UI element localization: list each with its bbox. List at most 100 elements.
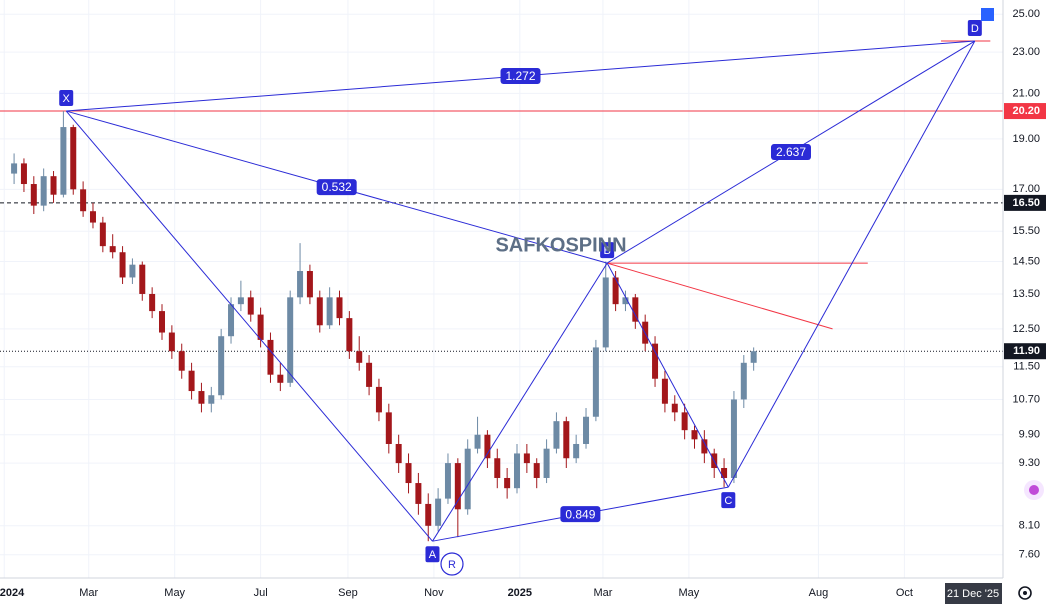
candle-body: [99, 222, 106, 247]
candle-body: [277, 374, 284, 383]
candle-body: [553, 421, 560, 449]
candle-body: [346, 318, 353, 352]
price-label: 16.50: [1012, 197, 1040, 209]
x-tick-label: May: [678, 587, 699, 599]
candle-body: [70, 127, 77, 190]
price-label-box: [1004, 103, 1046, 120]
plot: 1.272 0.532 2.637 0.849 X A B C D: [0, 20, 1003, 563]
candle-body: [218, 336, 225, 396]
candle-body: [119, 252, 126, 278]
candle-body: [30, 184, 37, 206]
candle-body: [513, 453, 520, 489]
candle-body: [504, 477, 511, 489]
candle-body: [533, 463, 540, 478]
point-label: A: [429, 549, 437, 561]
ratio-box: [560, 506, 601, 523]
ratio-box: [500, 68, 541, 85]
candle-body: [632, 297, 639, 322]
candle-body: [405, 463, 412, 484]
settings-icon[interactable]: [1018, 586, 1032, 600]
y-tick-label: 21.00: [1012, 87, 1040, 99]
x-tick-label: Mar: [79, 587, 98, 599]
candle-body: [563, 421, 570, 459]
candle-body: [622, 297, 629, 305]
point-label: X: [63, 93, 71, 105]
candle-body: [89, 211, 96, 223]
x-tick-label: May: [164, 587, 185, 599]
candle-body: [583, 416, 590, 444]
candle-body: [208, 395, 215, 404]
assistant-icon-core[interactable]: [1029, 485, 1039, 495]
point-box: [967, 20, 982, 37]
ratio-box: [316, 179, 357, 196]
candle-body: [484, 434, 491, 459]
candle-body: [523, 453, 530, 464]
price-label: 11.90: [1013, 345, 1040, 357]
candle-body: [425, 503, 432, 526]
point-label: C: [724, 495, 732, 507]
candle-body: [20, 163, 27, 185]
candle-body: [109, 246, 116, 253]
candle-body: [356, 351, 363, 363]
symbol-watermark: SAFKOSPINN: [495, 234, 626, 256]
candle-body: [435, 498, 442, 526]
x-tick-label: Nov: [424, 587, 444, 599]
y-tick-label: 17.00: [1012, 183, 1040, 195]
candle-body: [592, 347, 599, 417]
candle-body: [701, 439, 708, 454]
candle-body: [464, 448, 471, 510]
price-label-box: [1004, 194, 1046, 211]
candle-body: [573, 443, 580, 459]
candle-body: [316, 297, 323, 326]
x-tick-label: Mar: [593, 587, 612, 599]
pattern-leg: [606, 262, 729, 488]
axes: 25.00 23.00 21.00 19.00 17.00 15.50 14.50 13.50…: [0, 8, 1046, 599]
ratio-label: 0.532: [322, 180, 352, 194]
x-tick-label: Jul: [254, 587, 268, 599]
y-tick-label: 8.10: [1019, 520, 1040, 532]
y-tick-label: 19.00: [1012, 133, 1040, 145]
y-tick-label: 14.50: [1012, 255, 1040, 267]
point-label: B: [603, 245, 610, 257]
pattern-leg: [727, 40, 976, 488]
candle-body: [375, 386, 382, 413]
marker-circle[interactable]: [440, 552, 464, 576]
ratio-box: [770, 144, 811, 161]
marker-label[interactable]: R: [448, 559, 456, 571]
y-tick-label: 9.30: [1019, 457, 1040, 469]
candle-body: [494, 458, 501, 478]
candle-body: [444, 463, 451, 499]
candle-body: [336, 297, 343, 319]
candle-body: [730, 399, 737, 478]
candle-body: [237, 297, 244, 305]
settings-icon-center[interactable]: [1023, 591, 1027, 595]
x-tick-label: Aug: [809, 587, 829, 599]
alert-icon[interactable]: [981, 8, 994, 21]
candle-body: [188, 370, 195, 392]
candle-body: [415, 483, 422, 504]
candle-body: [326, 297, 333, 326]
x-tick-label: 2024: [0, 587, 25, 599]
candle-body: [671, 403, 678, 413]
candle-body: [40, 176, 47, 206]
candle-body: [750, 351, 757, 363]
candle-body: [297, 271, 304, 298]
candle-body: [247, 297, 254, 315]
point-box: [425, 546, 440, 563]
grid: [0, 0, 1003, 578]
y-tick-label: 11.50: [1013, 361, 1040, 373]
candle-body: [139, 264, 146, 294]
candle-body: [691, 430, 698, 440]
candle-body: [602, 277, 609, 348]
y-tick-label: 25.00: [1012, 8, 1040, 20]
settings-button[interactable]: [1018, 586, 1032, 600]
candle-body: [149, 293, 156, 312]
red-trend-line: [607, 262, 833, 330]
candle-body: [129, 264, 136, 278]
candle-body: [306, 271, 313, 298]
candle-body: [11, 163, 18, 174]
crosshair-date-box: [945, 583, 1002, 604]
x-tick-label: 2025: [508, 587, 532, 599]
x-tick-label: Oct: [896, 587, 913, 599]
